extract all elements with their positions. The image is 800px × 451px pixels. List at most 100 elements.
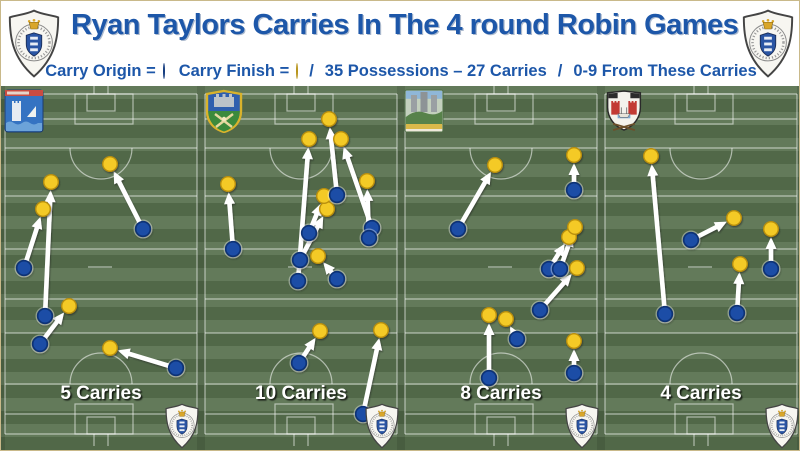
carry-dots [448, 147, 585, 388]
carry-arrow-head [323, 262, 335, 275]
carry-origin-dot [290, 354, 308, 372]
carry-finish-dot [101, 339, 118, 356]
carry-arrow-shaft [42, 196, 53, 319]
carry-finish-dot-icon [296, 63, 299, 79]
carry-arrow-head [31, 216, 43, 230]
carry-finish-dot [35, 200, 52, 217]
carry-arrow-head [480, 171, 491, 186]
carry-arrow-head [342, 146, 353, 160]
carry-finish-dot [220, 175, 237, 192]
carry-arrow-head [113, 171, 124, 185]
carry-origin-dot [565, 364, 583, 382]
carry-arrow-head [311, 203, 322, 217]
carry-origin-dot [300, 224, 318, 242]
legend: Carry Origin = Carry Finish = / 35 Posse… [45, 59, 757, 83]
carry-origin-dot [360, 229, 378, 247]
carries-count-label: 5 Carries [60, 383, 142, 404]
carry-origin-dot [328, 270, 346, 288]
carry-finish-dot [480, 306, 497, 323]
carry-origin-dot [551, 260, 569, 278]
carry-arrow-head [733, 271, 745, 285]
carry-origin-dot [31, 335, 49, 353]
carry-arrow-head [647, 163, 659, 177]
carry-arrow-head [44, 189, 56, 203]
carry-arrow-head [568, 349, 580, 361]
legend-possessions-stat: 35 Possessions – 27 Carries [324, 61, 547, 80]
carry-origin-dot [480, 369, 498, 387]
carry-dots [643, 148, 781, 324]
carry-origin-dot [682, 231, 700, 249]
carry-finish-dot [486, 156, 503, 173]
carry-finish-dot [300, 131, 317, 148]
carries-count-label: 8 Carries [460, 383, 542, 404]
carry-finish-dot [566, 218, 583, 235]
carry-origin-dot [36, 307, 54, 325]
club-crest-icon [560, 403, 604, 449]
carries-count-label: 4 Carries [660, 383, 742, 404]
carry-finish-dot [61, 297, 78, 314]
club-crest-icon [360, 403, 404, 449]
limerick-crest-icon [404, 89, 444, 133]
carry-finish-dot [309, 247, 326, 264]
carry-origin-dot [167, 359, 185, 377]
carry-finish-dot [43, 173, 60, 190]
carry-arrow-head [224, 191, 236, 205]
slide-header: Ryan Taylors Carries In The 4 round Robi… [1, 1, 799, 86]
carry-arrow-head [371, 337, 383, 351]
carry-arrow-shaft [360, 344, 380, 417]
tipperary-crest-icon [204, 89, 244, 134]
carry-finish-dot [318, 200, 335, 217]
carry-finish-dot [565, 332, 582, 349]
carry-origin-dot [531, 301, 549, 319]
carry-arrow-head [765, 237, 777, 249]
legend-finish-label: Carry Finish = [178, 61, 290, 80]
carry-origin-dot [449, 220, 467, 238]
club-crest-icon [739, 4, 797, 83]
carries-count-label: 10 Carries [255, 383, 347, 404]
carry-arrow-shaft [650, 170, 668, 317]
carry-arrow-head [553, 243, 565, 257]
carry-arrow-head [713, 221, 727, 233]
carry-arrow-head [301, 146, 313, 160]
carry-origin-dot-icon [162, 63, 165, 79]
carry-finish-dot [332, 131, 349, 148]
carry-dots [14, 155, 186, 378]
cork-crest-icon [604, 89, 644, 133]
carry-finish-dot [358, 172, 375, 189]
pitch-panel-tipperary: 10 Carries [201, 86, 404, 450]
carry-finish-dot [731, 255, 748, 272]
carry-origin-dot [656, 305, 674, 323]
pitch-panel-limerick: 8 Carries [401, 86, 604, 450]
legend-scores-stat: 0-9 From These Carries [573, 61, 757, 80]
carry-origin-dot [134, 220, 152, 238]
carry-origin-dot [291, 251, 309, 269]
carry-finish-dot [643, 148, 660, 165]
carry-origin-dot [728, 304, 746, 322]
legend-separator: / [557, 61, 563, 80]
carry-finish-dot [372, 321, 389, 338]
carry-origin-dot [289, 272, 307, 290]
carry-arrow-head [362, 188, 374, 202]
slide-title: Ryan Taylors Carries In The 4 round Robi… [71, 9, 739, 41]
pitch-panel-waterford: 5 Carries [1, 86, 204, 450]
carry-arrow-head [559, 274, 572, 287]
carry-arrow-head [52, 312, 65, 326]
carry-finish-dot [320, 111, 337, 128]
club-crest-icon [160, 403, 204, 449]
carry-arrow-head [304, 337, 316, 351]
carry-origin-dot [224, 240, 242, 258]
carry-finish-dot [497, 310, 514, 327]
carry-finish-dot [725, 209, 742, 226]
carry-finish-dot [311, 322, 328, 339]
carry-origin-dot [328, 186, 346, 204]
carry-finish-dot [565, 147, 582, 164]
carry-origin-dot [565, 181, 583, 199]
carry-finish-dot [101, 155, 118, 172]
carry-finish-dot [568, 259, 585, 276]
carry-arrow-head [568, 163, 580, 175]
club-crest-icon [760, 403, 799, 449]
carry-origin-dot [15, 259, 33, 277]
carry-origin-dot [508, 330, 526, 348]
carry-origin-dot [762, 260, 780, 278]
